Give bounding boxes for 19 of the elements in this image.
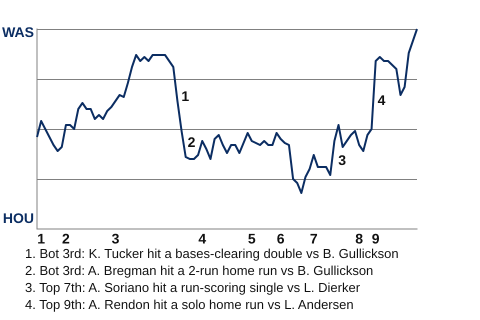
text: 1. Bot 3rd: K. Tucker hit a bases-clearing double vs B. Gullickson (25, 245, 399, 262)
annotation: 1 (181, 88, 190, 104)
x-tick-label: 8 (355, 230, 364, 246)
x-tick-label: 5 (248, 230, 256, 246)
annotation: 4 (378, 92, 386, 108)
annotation: 3 (338, 152, 346, 168)
text: 2. Bot 3rd: A. Bregman hit a 2-run home run vs B. Gullickson (25, 262, 374, 279)
x-tick-label: 6 (276, 230, 285, 246)
text: 3. Top 7th: A. Soriano hit a run-scoring single vs L. Dierker (25, 279, 362, 296)
x-tick-label: 3 (112, 230, 120, 246)
text: 4. Top 9th: A. Rendon hit a solo home run vs L. Andersen (25, 296, 355, 313)
x-tick-label: 1 (37, 230, 46, 246)
x-tick-label: 9 (372, 230, 380, 246)
text: HOU (2, 210, 34, 226)
x-tick-label: 2 (62, 230, 70, 246)
x-tick-label: 4 (198, 230, 206, 246)
x-tick-label: 7 (310, 230, 318, 246)
annotation: 2 (188, 134, 196, 150)
text: WAS (2, 24, 34, 40)
